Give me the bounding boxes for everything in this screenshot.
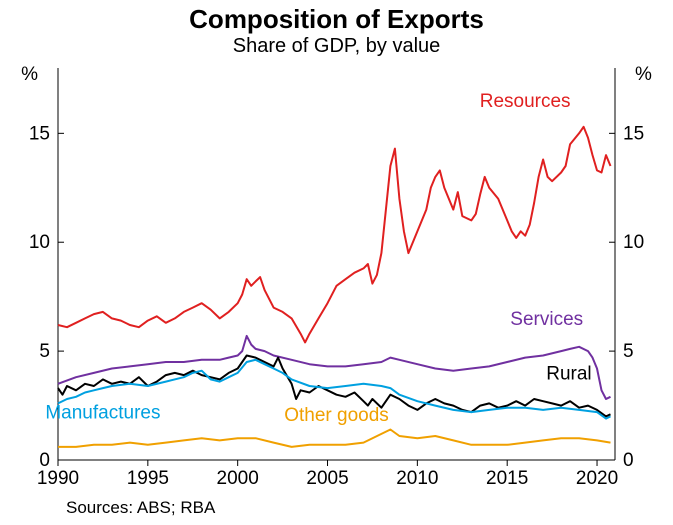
y-tick-label: 5 <box>39 341 50 362</box>
series-services <box>58 336 611 399</box>
series-label: Other goods <box>284 405 389 426</box>
y-tick-label: 15 <box>623 123 644 144</box>
series-label: Services <box>510 309 583 330</box>
series-other goods <box>58 430 611 447</box>
chart-title: Composition of Exports <box>189 4 484 34</box>
y-tick-label: 15 <box>29 123 50 144</box>
x-tick-label: 2015 <box>486 468 528 489</box>
source-text: Sources: ABS; RBA <box>66 498 216 517</box>
series-label: Rural <box>546 363 591 384</box>
y-tick-label: 10 <box>29 232 50 253</box>
x-tick-label: 1995 <box>127 468 169 489</box>
y-tick-label: 10 <box>623 232 644 253</box>
x-tick-label: 2020 <box>576 468 618 489</box>
y-unit-right: % <box>635 64 652 85</box>
x-tick-label: 2000 <box>217 468 259 489</box>
y-tick-label: 0 <box>623 450 634 471</box>
series-label: Manufactures <box>45 403 160 424</box>
chart-subtitle: Share of GDP, by value <box>233 35 441 57</box>
series-label: Resources <box>480 91 571 112</box>
chart-container: Composition of ExportsShare of GDP, by v… <box>0 0 673 525</box>
x-tick-label: 2010 <box>396 468 438 489</box>
y-unit-left: % <box>21 64 38 85</box>
y-tick-label: 5 <box>623 341 634 362</box>
x-tick-label: 2005 <box>306 468 348 489</box>
x-tick-label: 1990 <box>37 468 79 489</box>
line-chart: Composition of ExportsShare of GDP, by v… <box>0 0 673 525</box>
